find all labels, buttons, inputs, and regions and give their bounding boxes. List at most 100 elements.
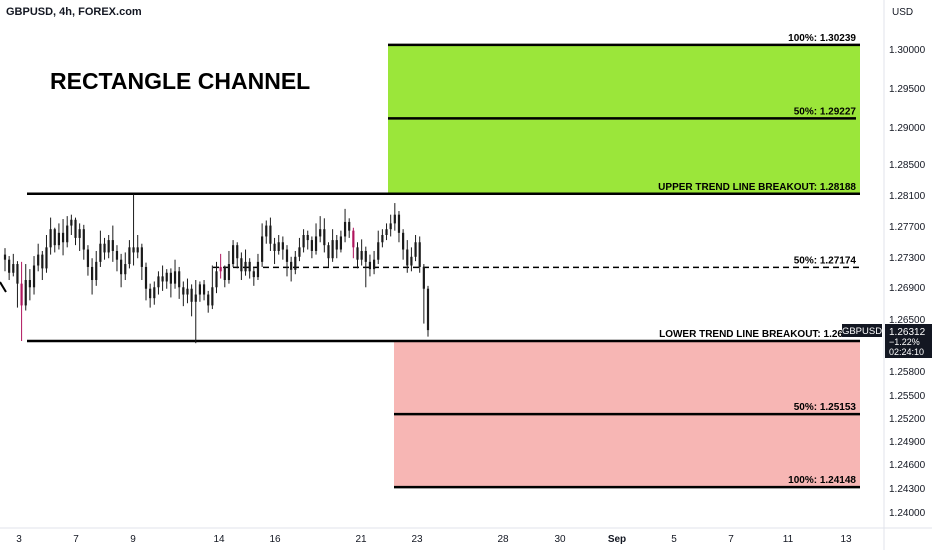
- candle-body: [244, 261, 247, 272]
- time-axis-ticks[interactable]: 3 7 9 14 16 21 23 28 30 Sep 5 7 11 13: [16, 534, 852, 545]
- time-tick-label: Sep: [608, 534, 626, 545]
- candle-body: [377, 242, 380, 260]
- candle-body: [236, 245, 239, 259]
- candle-body: [314, 236, 318, 251]
- mid-50-label: 50%: 1.27174: [794, 255, 857, 266]
- candle-body: [49, 229, 52, 248]
- candle-body: [132, 247, 135, 253]
- candle-body: [422, 266, 425, 289]
- bar-countdown: 02:24:10: [889, 347, 924, 357]
- candle-body: [323, 229, 326, 246]
- candle-body: [120, 259, 123, 275]
- candle-body: [402, 232, 405, 250]
- current-price-tag: [885, 324, 932, 358]
- candle-body: [86, 249, 90, 267]
- candle-body: [37, 254, 40, 266]
- candle-body: [319, 229, 322, 237]
- candle-body: [153, 287, 156, 299]
- candle-body: [418, 242, 421, 267]
- price-tick-label: 1.30000: [889, 45, 926, 56]
- candle-body: [397, 214, 401, 233]
- time-tick-label: 14: [213, 534, 225, 545]
- lower-50-label: 50%: 1.25153: [794, 402, 857, 413]
- candle-body: [290, 261, 293, 270]
- candle-body: [90, 266, 94, 281]
- candle-body: [202, 284, 206, 295]
- candle-body: [215, 271, 218, 288]
- candle-body: [103, 243, 106, 253]
- price-axis-ticks[interactable]: 1.30000 1.29500 1.29000 1.28500 1.28100 1.277…: [889, 45, 926, 519]
- candle-body: [389, 223, 392, 230]
- candle-body: [149, 288, 152, 299]
- upper-breakout-label: UPPER TREND LINE BREAKOUT: 1.28188: [658, 182, 856, 193]
- candle-body: [8, 259, 11, 273]
- symbol-tag: [842, 324, 882, 337]
- candle-body: [240, 258, 243, 272]
- candle-body: [294, 256, 297, 270]
- candle-body: [265, 225, 268, 237]
- candle-body: [24, 280, 27, 306]
- candle-body: [194, 294, 197, 302]
- candle-body: [298, 247, 301, 257]
- candle-body: [331, 240, 334, 259]
- time-tick-label: 30: [554, 534, 566, 545]
- candle-body: [410, 256, 413, 266]
- candle-body: [20, 283, 23, 306]
- candle-body: [223, 266, 226, 281]
- time-tick-label: 13: [840, 534, 852, 545]
- candle-body: [61, 232, 65, 243]
- candle-body: [128, 247, 131, 265]
- candle-body: [219, 266, 222, 272]
- candle-body: [368, 261, 372, 270]
- candle-body: [124, 264, 127, 275]
- currency-label[interactable]: USD: [892, 7, 913, 18]
- time-tick-label: 3: [16, 534, 22, 545]
- candle-body: [372, 259, 376, 270]
- candle-body: [28, 280, 31, 288]
- price-tick-label: 1.27700: [889, 222, 926, 233]
- candle-body: [157, 276, 160, 288]
- candle-body: [393, 214, 396, 224]
- candle-body: [165, 272, 168, 282]
- candle-body: [198, 284, 202, 295]
- candle-body: [66, 225, 69, 243]
- upper-100-label: 100%: 1.30239: [788, 33, 856, 44]
- time-tick-label: 9: [130, 534, 136, 545]
- candle-body: [261, 236, 264, 262]
- candle-body: [285, 249, 289, 262]
- candle-body: [364, 250, 367, 262]
- candle-body: [385, 229, 388, 236]
- price-tick-label: 1.24000: [889, 508, 926, 519]
- candle-body: [41, 254, 44, 269]
- candle-body: [231, 245, 235, 265]
- candle-body: [182, 287, 185, 295]
- candle-body: [306, 235, 309, 241]
- candle-body: [248, 261, 251, 272]
- candle-body: [161, 276, 164, 282]
- price-tick-label: 1.26500: [889, 315, 926, 326]
- symbol-header[interactable]: GBPUSD, 4h, FOREX.com: [6, 6, 142, 18]
- candle-body: [12, 264, 15, 273]
- candle-body: [53, 229, 56, 246]
- candle-body: [111, 240, 114, 251]
- candle-body: [190, 288, 193, 302]
- candle-body: [211, 287, 214, 306]
- candle-body: [144, 266, 148, 289]
- price-tick-label: 1.27300: [889, 253, 926, 264]
- price-change: −1.22%: [889, 337, 920, 347]
- candle-body: [107, 240, 110, 253]
- candle-body: [302, 235, 305, 248]
- candle-body: [381, 235, 384, 243]
- upper-50-label: 50%: 1.29227: [794, 106, 857, 117]
- candle-body: [406, 249, 409, 266]
- lower-breakout-label: LOWER TREND LINE BREAKOUT: 1.26: [659, 329, 843, 340]
- candle-body: [32, 265, 36, 288]
- candle-body: [360, 250, 363, 260]
- time-tick-label: 11: [783, 534, 794, 545]
- candle-body: [281, 242, 284, 250]
- price-tick-label: 1.29500: [889, 84, 926, 95]
- candle-body: [269, 225, 272, 244]
- candle-body: [140, 247, 143, 267]
- candle-body: [74, 219, 77, 238]
